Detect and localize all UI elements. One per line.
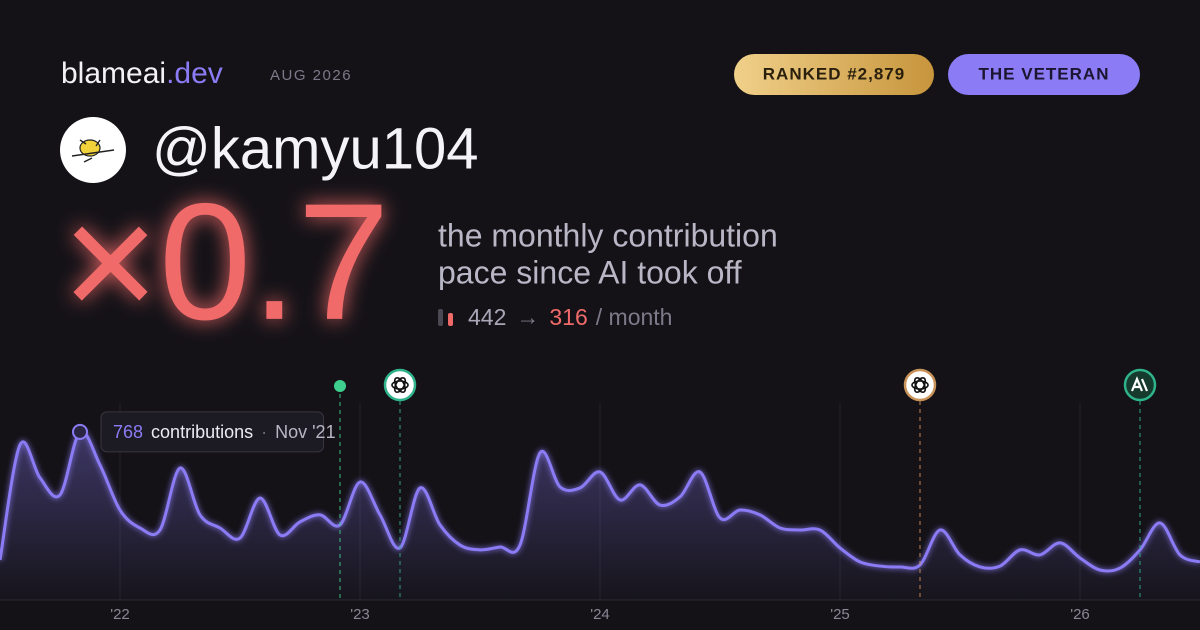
title-text: THE VETERAN [979,64,1110,83]
pace-arrow: → [516,304,539,330]
pace-line: 442 → 316 / month [468,304,672,330]
x-tick-label: '22 [110,606,130,623]
area-fill [0,431,1200,600]
event-marker [334,380,346,392]
event-icon-bg [383,368,417,402]
pace-after: 316 [549,304,587,330]
openai-glyph [391,380,409,390]
avatar [60,117,126,183]
pace-unit: / month [596,304,673,330]
event-marker [1123,368,1157,402]
date: AUG 2026 [270,67,352,84]
event-dot [334,380,346,392]
description-line: pace since AI took off [438,254,742,290]
anthropic-glyph [1130,376,1149,392]
highlight-point [72,423,88,440]
openai-glyph [913,376,927,394]
rank-text: RANKED #2,879 [763,64,905,83]
brand-name: blameai [61,57,166,90]
openai-glyph [911,380,929,390]
pace-icon [448,313,453,326]
handle: @kamyu104 [152,116,478,181]
rank-badge [734,54,934,95]
brand: blameai.dev [61,57,223,90]
event-marker [383,368,417,402]
tooltip-date: Nov '21 [275,422,335,442]
brand-tld: .dev [166,57,223,90]
description-line: the monthly contribution [438,217,778,253]
chart: '22 '23 '24 '25 '26 768 contributions · Nov '21 [0,368,1200,623]
tooltip [100,411,325,453]
title-badge [948,54,1140,95]
x-tick-label: '23 [350,606,370,623]
multiplier: ×0.7 [62,170,390,355]
x-tick-label: '24 [590,606,610,623]
tooltip-value: 768 [113,422,143,442]
area-line [0,429,1200,573]
x-tick-label: '25 [830,606,850,623]
openai-glyph [393,376,407,394]
event-marker [903,368,937,402]
openai-glyph [393,376,407,394]
pace-before: 442 [468,304,506,330]
openai-glyph [913,376,927,394]
pace-icon [438,309,443,326]
tooltip-separator: · [261,422,267,442]
tooltip-unit: contributions [151,422,253,442]
tooltip-text: 768 contributions · Nov '21 [113,422,336,442]
event-icon-bg [903,368,937,402]
x-tick-label: '26 [1070,606,1090,623]
